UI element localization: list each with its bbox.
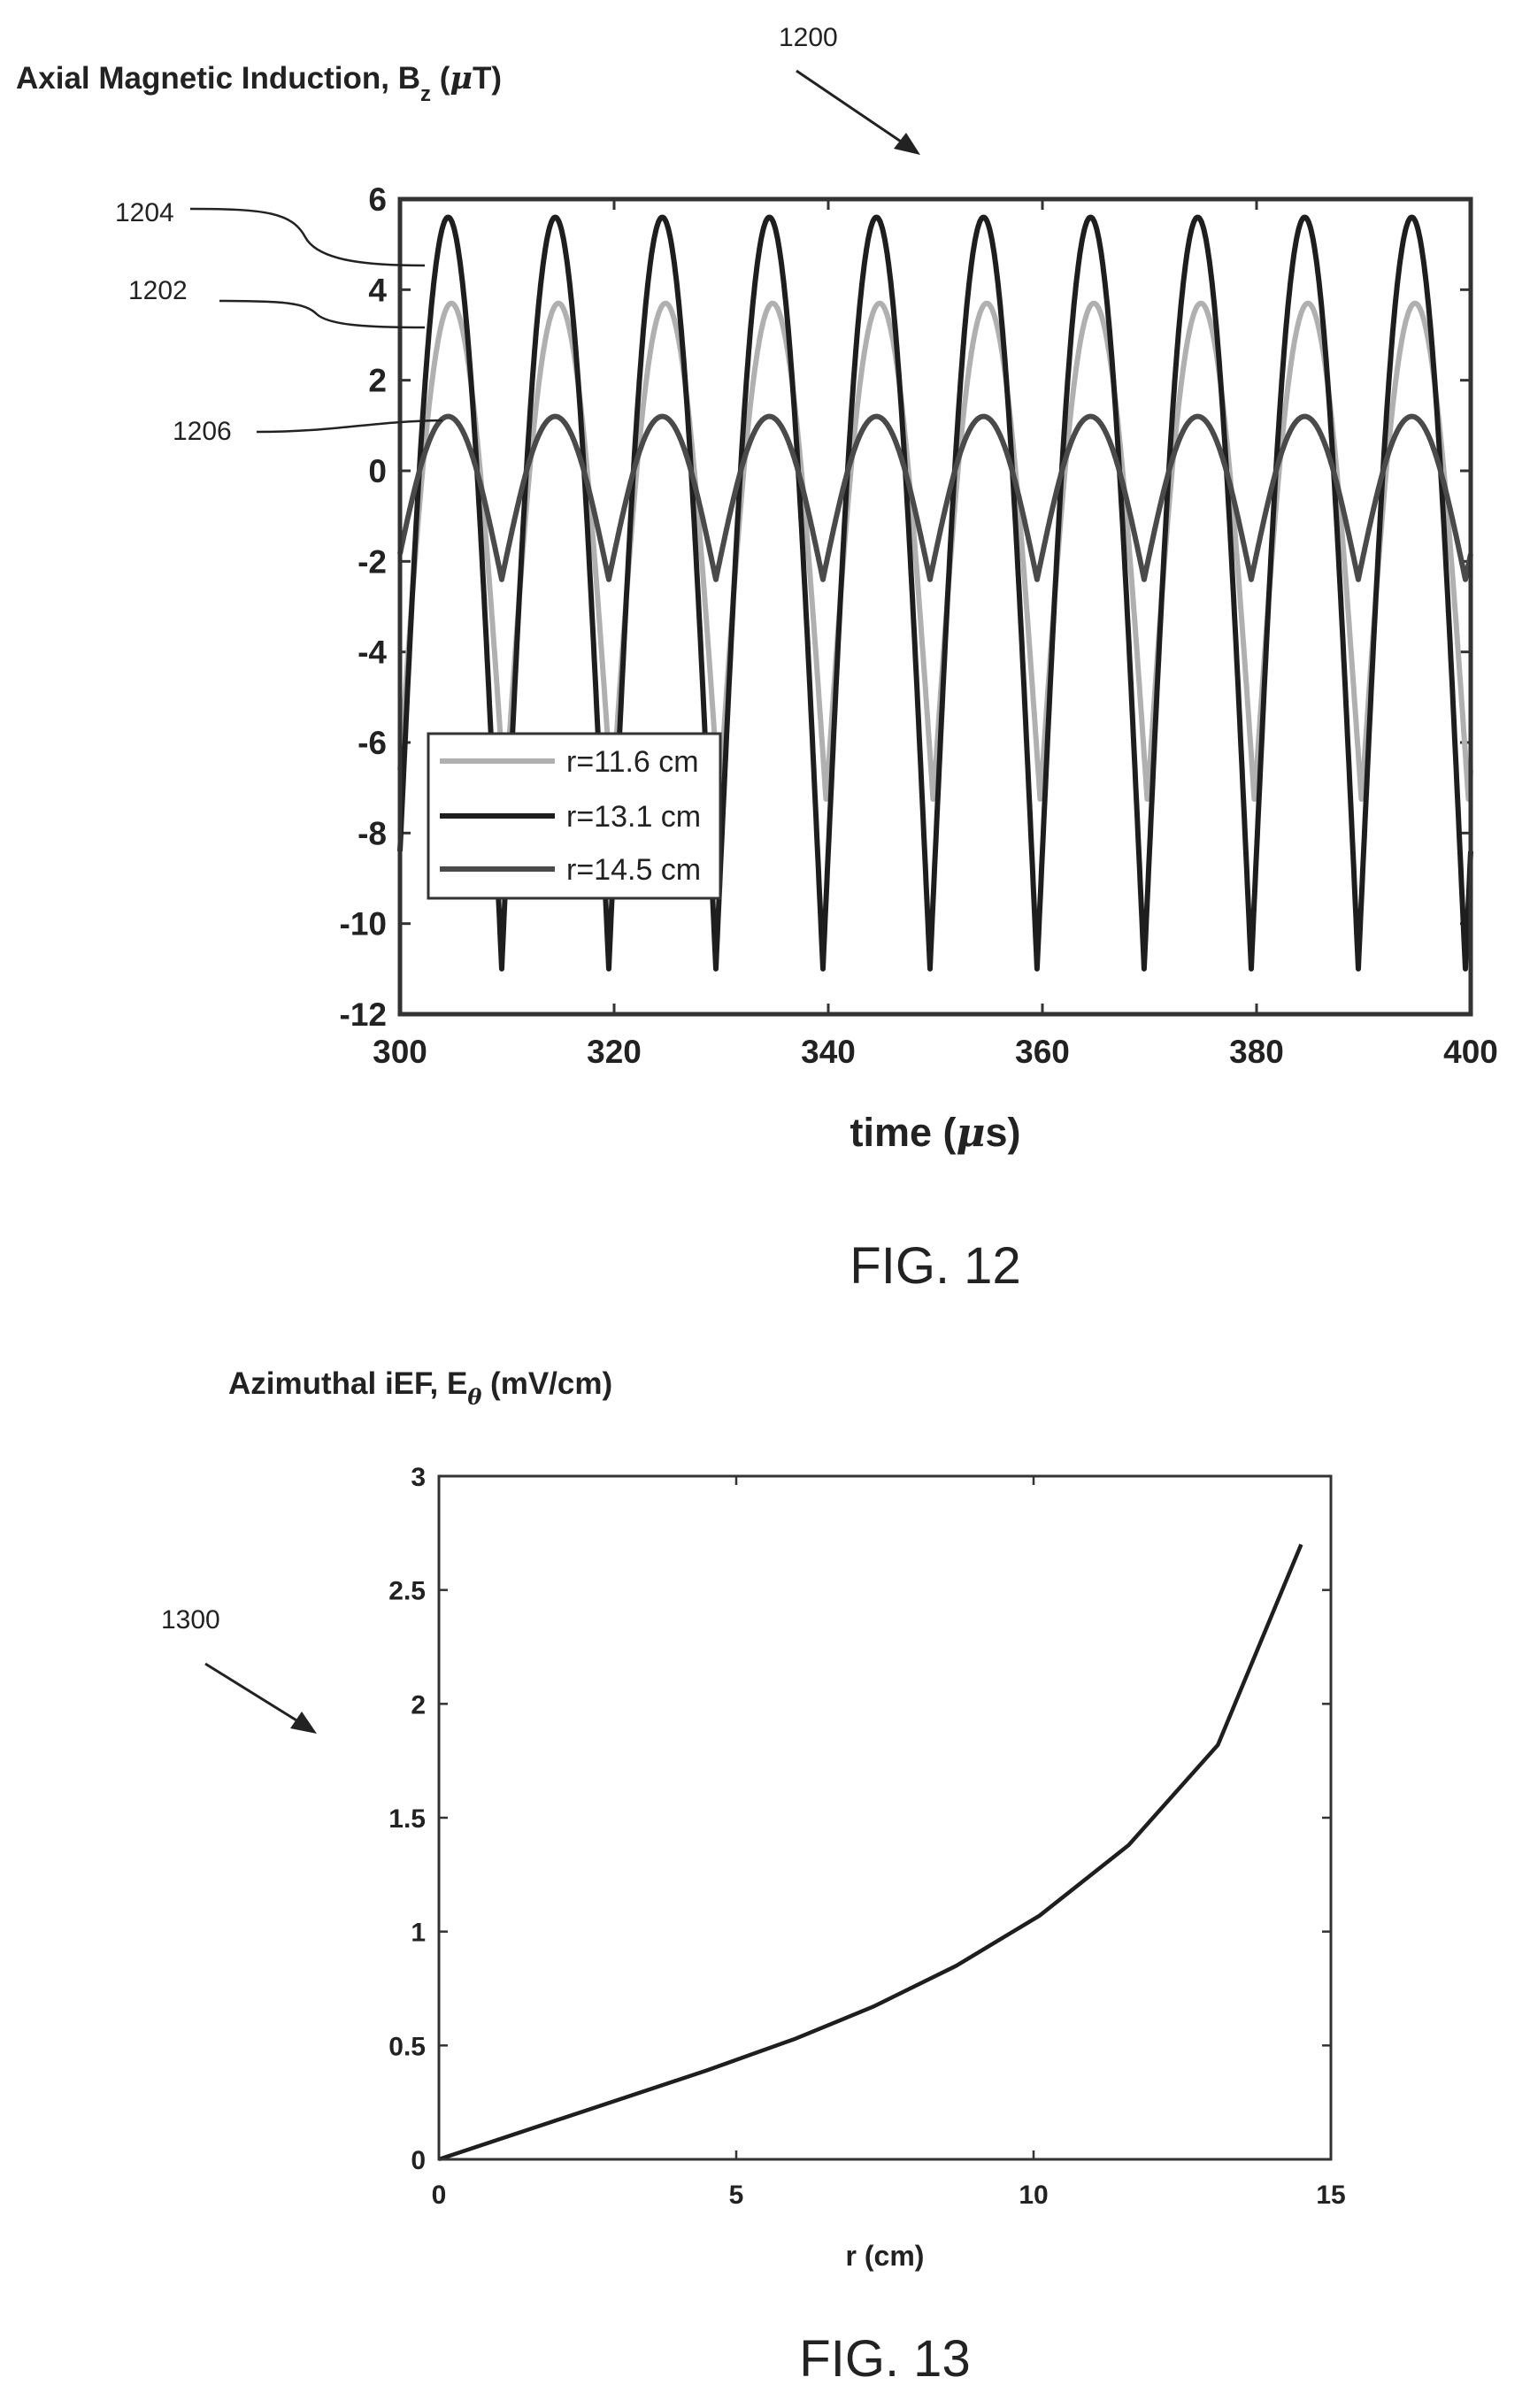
- fig12-ytick-label: -2: [358, 543, 387, 580]
- fig12-xlabel-main: time (: [850, 1110, 957, 1155]
- fig13-reference-numeral: 1300: [161, 1605, 220, 1635]
- fig13-caption: FIG. 13: [799, 2330, 970, 2388]
- fig13-ytick-label: 0: [411, 2146, 426, 2175]
- ref-1202-label: 1202: [128, 276, 188, 305]
- fig13-xtick-label: 5: [729, 2181, 744, 2210]
- fig12-ytick-label: -10: [340, 906, 387, 942]
- fig12-ytick-label: 2: [368, 363, 387, 399]
- fig12-reference-arrow: [796, 69, 920, 155]
- fig12-caption: FIG. 12: [850, 1237, 1020, 1295]
- ref-1204-label: 1204: [115, 198, 174, 227]
- fig12-xtick-label: 340: [801, 1034, 856, 1070]
- fig13-ytick-label: 0.5: [388, 2032, 426, 2061]
- legend-label-r13-1: r=13.1 cm: [566, 800, 701, 834]
- fig12-ytick-label: -12: [340, 996, 387, 1033]
- legend-label-r11-6: r=11.6 cm: [566, 745, 699, 779]
- fig13-plot-curves: [438, 1543, 1303, 2162]
- fig13-ytick-label: 2.5: [388, 1577, 426, 1606]
- ref-1206-label: 1206: [173, 417, 232, 446]
- fig13-xtick-label: 0: [432, 2181, 447, 2210]
- fig12-xtick-label: 360: [1015, 1034, 1070, 1070]
- fig12-ylabel-unit-greek: μ: [450, 60, 473, 96]
- fig12-plot-curves: [397, 214, 1473, 972]
- fig13-tick-labels: 3 2.5 2 1.5 1 0.5 00 5 10 15: [388, 1463, 1345, 2210]
- fig13-ylabel-unit: (mV/cm): [481, 1366, 612, 1401]
- fig12-xtick-label: 400: [1443, 1034, 1498, 1070]
- fig13-ytick-label: 2: [411, 1690, 426, 1719]
- ref-1206-leader: [256, 419, 443, 434]
- fig12-ylabel-main: Axial Magnetic Induction, B: [16, 61, 420, 96]
- fig12-ytick-label: -6: [358, 725, 387, 761]
- fig13: Azimuthal iEF, Eθ (mV/cm) 1300 3 2.5 2 1.5 1…: [161, 1366, 1346, 2388]
- ref-1202-leader: [219, 299, 426, 329]
- fig13-ytick-label: 1.5: [388, 1804, 426, 1834]
- fig12-plot-frame: [397, 196, 1473, 1017]
- fig12-reference-numeral: 1200: [779, 23, 838, 52]
- fig12: Axial Magnetic Induction, Bz (μT) 1200 6…: [16, 23, 1498, 1295]
- fig12-ylabel-unit-close: T): [473, 61, 502, 96]
- fig13-xtick-label: 10: [1019, 2181, 1048, 2210]
- fig13-x-axis-label: r (cm): [846, 2240, 925, 2272]
- fig13-ylabel-subscript: θ: [467, 1384, 481, 1410]
- fig12-xtick-label: 300: [373, 1034, 427, 1070]
- fig13-ytick-label: 3: [411, 1463, 426, 1492]
- fig12-series-line: [397, 413, 1473, 582]
- fig12-ytick-label: -4: [358, 635, 387, 671]
- fig12-xlabel-greek: μ: [957, 1109, 986, 1156]
- fig12-ytick-label: 0: [368, 453, 387, 489]
- fig13-ylabel-main: Azimuthal iEF, E: [228, 1366, 467, 1401]
- fig13-ytick-label: 1: [411, 1919, 426, 1948]
- fig13-xtick-label: 15: [1316, 2181, 1345, 2210]
- fig12-legend: r=11.6 cm r=13.1 cm r=14.5 cm: [427, 732, 722, 900]
- fig12-ytick-label: 6: [368, 181, 387, 218]
- fig12-y-axis-label: Axial Magnetic Induction, Bz (μT): [16, 60, 502, 106]
- fig12-xtick-label: 380: [1229, 1034, 1284, 1070]
- fig12-series-line: [397, 214, 1473, 972]
- fig12-ytick-label: -8: [358, 815, 387, 851]
- fig12-ylabel-subscript: z: [420, 82, 431, 106]
- legend-label-r14-5: r=14.5 cm: [566, 853, 701, 887]
- fig13-plot-frame: [437, 1474, 1333, 2161]
- fig13-series-line: [438, 1543, 1303, 2162]
- fig12-x-axis-label: time (μs): [850, 1109, 1021, 1156]
- fig12-xlabel-close: s): [985, 1110, 1020, 1155]
- fig12-xtick-label: 320: [587, 1034, 642, 1070]
- fig12-ytick-label: 4: [368, 272, 387, 308]
- fig13-reference-arrow: [204, 1662, 317, 1734]
- fig12-ylabel-unit-open: (: [431, 61, 450, 96]
- fig13-y-axis-label: Azimuthal iEF, Eθ (mV/cm): [228, 1366, 612, 1410]
- ref-1204-leader: [189, 207, 426, 267]
